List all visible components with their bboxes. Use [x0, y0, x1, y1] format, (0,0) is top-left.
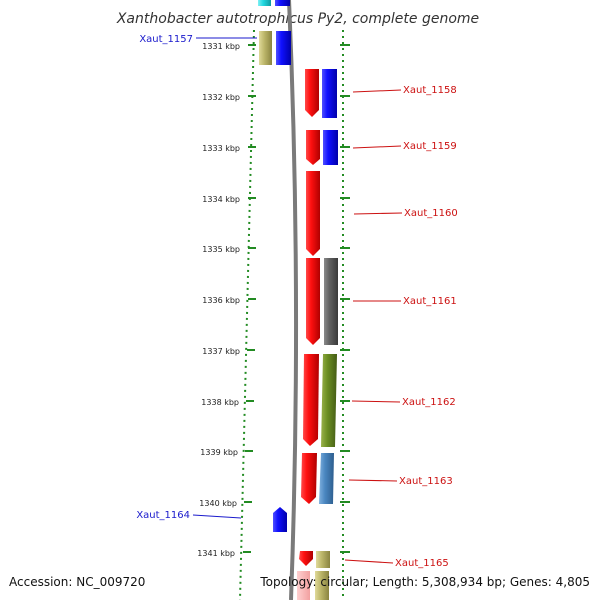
tick-label: 1339 kbp: [200, 448, 238, 457]
tick-labels: 1331 kbp 1332 kbp 1333 kbp 1334 kbp 1335…: [197, 42, 240, 558]
connector-line: [353, 212, 403, 215]
tick-label: 1331 kbp: [202, 42, 240, 51]
ruler-left-dotted: [239, 29, 255, 600]
gene-feature-xaut-1157[interactable]: [259, 31, 272, 65]
gene-feature-xaut-1164[interactable]: [273, 507, 287, 532]
cds-feature-xaut-1159[interactable]: [323, 130, 338, 165]
connector-line: [192, 514, 242, 519]
connector-line: [344, 559, 394, 564]
gene-feature-xaut-1158[interactable]: [305, 69, 319, 117]
gene-feature-xaut-1165[interactable]: [299, 551, 313, 566]
genome-backbone: [287, 0, 299, 600]
gene-label-xaut-1163[interactable]: Xaut_1163: [399, 476, 453, 487]
gene-feature: [258, 0, 271, 6]
ruler-left-ticks: [243, 44, 256, 553]
cds-feature-xaut-1158[interactable]: [322, 69, 337, 118]
ruler-right-ticks: [340, 44, 350, 553]
topology-text: Topology: circular; Length: 5,308,934 bp…: [259, 575, 590, 589]
cds-feature-xaut-1161[interactable]: [324, 258, 338, 345]
tick-label: 1335 kbp: [202, 245, 240, 254]
gene-feature: [297, 571, 310, 600]
label-connectors: [192, 37, 403, 564]
cds-feature-xaut-1165[interactable]: [316, 551, 330, 568]
gene-label-xaut-1157[interactable]: Xaut_1157: [139, 34, 193, 45]
cds-feature-xaut-1157[interactable]: [276, 31, 291, 65]
tick-label: 1332 kbp: [202, 93, 240, 102]
tick-label: 1340 kbp: [199, 499, 237, 508]
gene-feature-xaut-1161[interactable]: [306, 258, 320, 345]
connector-line: [351, 400, 401, 403]
gene-label-xaut-1161[interactable]: Xaut_1161: [403, 296, 457, 307]
gene-label-xaut-1160[interactable]: Xaut_1160: [404, 208, 458, 219]
connector-line: [352, 145, 402, 149]
genome-title: Xanthobacter autotrophicus Py2, complete…: [116, 11, 479, 27]
tick-label: 1341 kbp: [197, 549, 235, 558]
tick-label: 1338 kbp: [201, 398, 239, 407]
gene-feature: [275, 0, 290, 6]
gene-label-xaut-1158[interactable]: Xaut_1158: [403, 85, 457, 96]
gene-label-xaut-1162[interactable]: Xaut_1162: [402, 397, 456, 408]
connector-line: [348, 479, 398, 482]
gene-feature-xaut-1159[interactable]: [306, 130, 320, 165]
cds-feature-xaut-1163[interactable]: [319, 453, 334, 504]
gene-label-xaut-1165[interactable]: Xaut_1165: [395, 558, 449, 569]
gene-feature-xaut-1162[interactable]: [303, 354, 319, 446]
gene-label-xaut-1159[interactable]: Xaut_1159: [403, 141, 457, 152]
gene-feature-xaut-1160[interactable]: [306, 171, 320, 256]
gene-feature-xaut-1163[interactable]: [301, 453, 317, 504]
tick-label: 1337 kbp: [202, 347, 240, 356]
gene-feature: [315, 571, 329, 600]
tick-label: 1334 kbp: [202, 195, 240, 204]
tick-label: 1333 kbp: [202, 144, 240, 153]
accession-text: Accession: NC_009720: [9, 575, 145, 589]
gene-label-xaut-1164[interactable]: Xaut_1164: [136, 510, 190, 521]
cds-feature-xaut-1162[interactable]: [321, 354, 337, 447]
tick-label: 1336 kbp: [202, 296, 240, 305]
connector-line: [352, 89, 402, 93]
